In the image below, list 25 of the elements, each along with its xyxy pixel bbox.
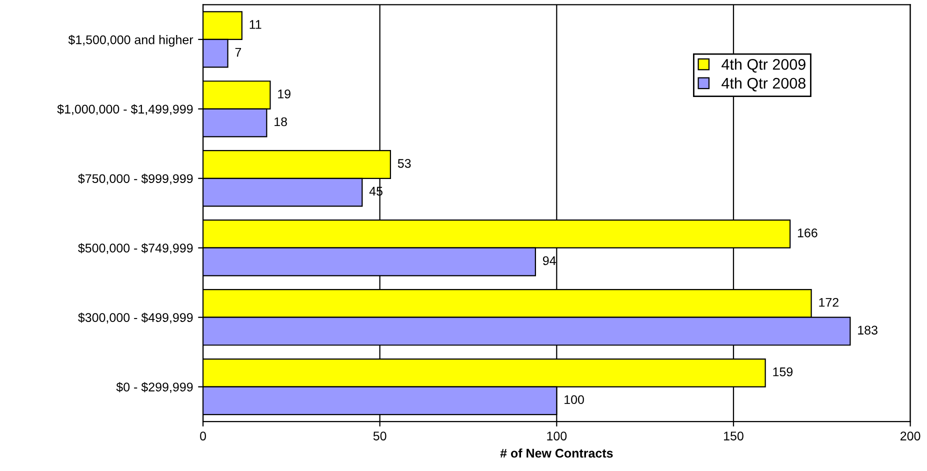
y-tick-label: $300,000 - $499,999 xyxy=(78,312,193,324)
y-tick-label: $750,000 - $999,999 xyxy=(78,174,193,185)
legend-label: 4th Qtr 2009 xyxy=(722,58,806,73)
data-label: 172 xyxy=(819,298,838,307)
x-tick-label: 100 xyxy=(547,432,567,440)
legend-label: 4th Qtr 2008 xyxy=(722,77,806,92)
data-label: 183 xyxy=(858,326,878,335)
data-label: 18 xyxy=(274,117,287,126)
y-tick-label: $1,000,000 - $1,499,999 xyxy=(57,104,193,116)
x-tick-label: 150 xyxy=(724,432,744,440)
data-label: 7 xyxy=(235,48,242,57)
x-tick-label: 200 xyxy=(900,432,920,440)
data-label: 166 xyxy=(798,228,818,238)
data-label: 53 xyxy=(398,159,411,168)
data-label: 94 xyxy=(542,256,556,266)
y-tick-label: $1,500,000 and higher xyxy=(68,34,194,47)
y-tick-label: $0 - $299,999 xyxy=(116,382,193,393)
x-tick-label: 50 xyxy=(373,432,386,440)
data-label: 11 xyxy=(250,20,262,29)
y-tick-label: $500,000 - $749,999 xyxy=(78,243,193,254)
data-label: 100 xyxy=(564,395,584,404)
data-label: 19 xyxy=(278,90,290,98)
x-tick-label: 0 xyxy=(200,432,206,440)
data-label: 159 xyxy=(773,367,793,376)
x-axis-title: # of New Contracts xyxy=(500,448,613,458)
